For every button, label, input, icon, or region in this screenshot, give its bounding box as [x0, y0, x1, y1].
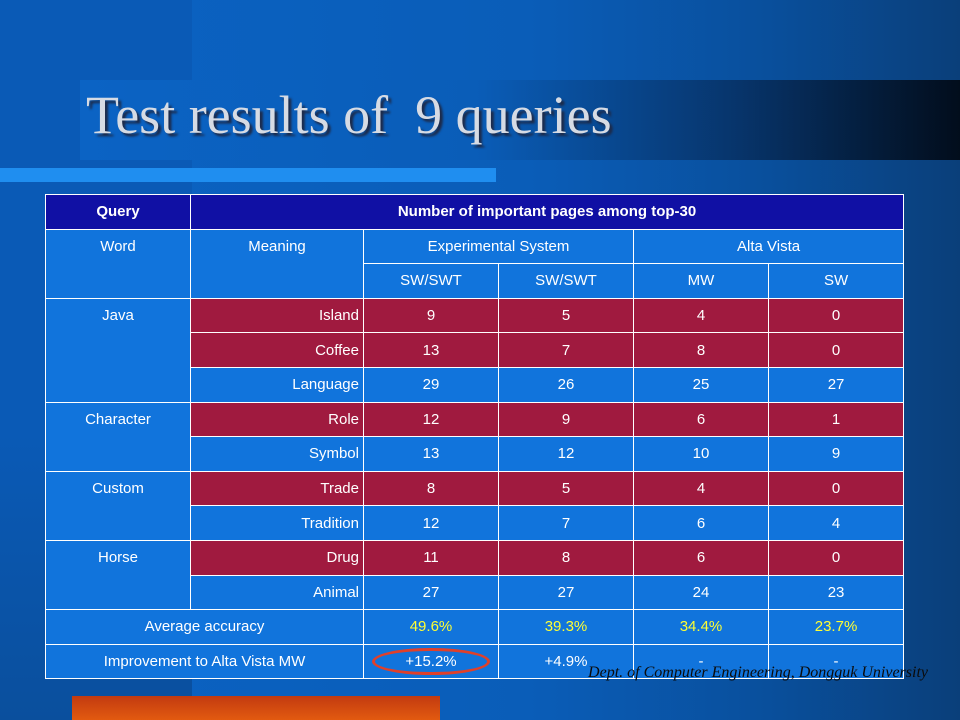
table-row: Symbol 13 12 10 9: [46, 436, 905, 472]
value-cell: 6: [633, 505, 769, 541]
table-row: Custom Trade 8 5 4 0: [45, 470, 905, 541]
value-cell: 27: [498, 574, 634, 611]
average-value-cell: 34.4%: [633, 609, 769, 645]
improvement-row: Improvement to Alta Vista MW +15.2% +4.9…: [45, 643, 905, 680]
table-subheader-row: Word Meaning Experimental System Alta Vi…: [45, 228, 905, 299]
department-credit: Dept. of Computer Engineering, Dongguk U…: [588, 664, 928, 681]
value-cell: 1: [767, 401, 905, 438]
meaning-cell: Trade: [190, 470, 364, 507]
table-row: Horse Drug 11 8 6 0: [45, 539, 905, 611]
value-cell: 5: [498, 297, 634, 334]
table-row: Animal 27 27 24 23: [46, 574, 905, 611]
query-word-horse: Horse: [45, 539, 191, 611]
value-cell: 27: [767, 366, 905, 403]
meaning-cell: Drug: [190, 539, 364, 576]
value-cell: 10: [633, 436, 769, 472]
header-experimental-system: Experimental System: [363, 228, 634, 265]
header-query: Query: [45, 194, 191, 230]
header-meaning: Meaning: [190, 228, 364, 299]
value-cell: 6: [633, 401, 769, 438]
query-word-java: Java: [45, 297, 191, 403]
value-cell: 9: [767, 436, 905, 472]
header-swswt-1: SW/SWT: [363, 263, 499, 299]
average-value-cell: 39.3%: [498, 609, 634, 645]
meaning-cell: Tradition: [190, 505, 364, 541]
bottom-accent-bar: [72, 696, 440, 720]
average-value-cell: 23.7%: [767, 609, 905, 645]
value-cell: 23: [767, 574, 905, 611]
value-cell: 7: [498, 332, 634, 368]
value-cell: 8: [498, 539, 634, 576]
value-cell: 0: [767, 297, 905, 334]
value-cell: 26: [498, 366, 634, 403]
table-row: Language 29 26 25 27: [46, 366, 905, 403]
value-cell: 9: [363, 297, 499, 334]
value-cell: 0: [767, 332, 905, 368]
improvement-value-cell-circled: +15.2%: [363, 643, 499, 680]
improvement-value-cell: +4.9%: [498, 643, 634, 680]
improvement-value-cell: -: [767, 643, 905, 680]
meaning-cell: Language: [190, 366, 364, 403]
value-cell: 8: [633, 332, 769, 368]
improvement-label: Improvement to Alta Vista MW: [45, 643, 364, 680]
meaning-cell: Coffee: [190, 332, 364, 368]
value-cell: 9: [498, 401, 634, 438]
value-cell: 11: [363, 539, 499, 576]
query-word-custom: Custom: [45, 470, 191, 541]
meaning-cell: Role: [190, 401, 364, 438]
value-cell: 7: [498, 505, 634, 541]
value-cell: 0: [767, 470, 905, 507]
value-cell: 27: [363, 574, 499, 611]
value-cell: 4: [767, 505, 905, 541]
value-cell: 6: [633, 539, 769, 576]
improvement-value-cell: -: [633, 643, 769, 680]
average-value-cell: 49.6%: [363, 609, 499, 645]
table-row: Character Role 12 9 6 1: [45, 401, 905, 472]
improvement-value: +15.2%: [405, 653, 457, 671]
table-row: Coffee 13 7 8 0: [46, 332, 905, 368]
accent-line: [0, 168, 496, 182]
header-swswt-2: SW/SWT: [498, 263, 634, 299]
title-bar: [80, 80, 960, 160]
meaning-cell: Animal: [190, 574, 364, 611]
value-cell: 0: [767, 539, 905, 576]
average-accuracy-row: Average accuracy 49.6% 39.3% 34.4% 23.7%: [45, 609, 905, 645]
meaning-cell: Symbol: [190, 436, 364, 472]
query-word-character: Character: [45, 401, 191, 472]
header-alta-vista: Alta Vista: [632, 228, 905, 265]
average-accuracy-label: Average accuracy: [45, 609, 364, 645]
header-important-pages: Number of important pages among top-30: [189, 194, 905, 230]
value-cell: 8: [363, 470, 499, 507]
value-cell: 29: [363, 366, 499, 403]
table-row: Tradition 12 7 6 4: [46, 505, 905, 541]
meaning-cell: Island: [190, 297, 364, 334]
value-cell: 12: [498, 436, 634, 472]
slide-title: Test results of 9 queries: [86, 85, 612, 145]
results-table: Query Number of important pages among to…: [45, 194, 905, 680]
value-cell: 4: [633, 470, 769, 507]
header-mw: MW: [633, 263, 769, 299]
header-sw: SW: [767, 263, 905, 299]
value-cell: 13: [363, 436, 499, 472]
table-row: Java Island 9 5 4 0: [45, 297, 905, 403]
table-subheader-row-2: SW/SWT SW/SWT MW SW: [46, 263, 905, 299]
value-cell: 5: [498, 470, 634, 507]
value-cell: 25: [633, 366, 769, 403]
value-cell: 12: [363, 505, 499, 541]
value-cell: 4: [633, 297, 769, 334]
table-header-row: Query Number of important pages among to…: [45, 194, 905, 230]
value-cell: 24: [633, 574, 769, 611]
header-word: Word: [45, 228, 191, 299]
value-cell: 12: [363, 401, 499, 438]
value-cell: 13: [363, 332, 499, 368]
